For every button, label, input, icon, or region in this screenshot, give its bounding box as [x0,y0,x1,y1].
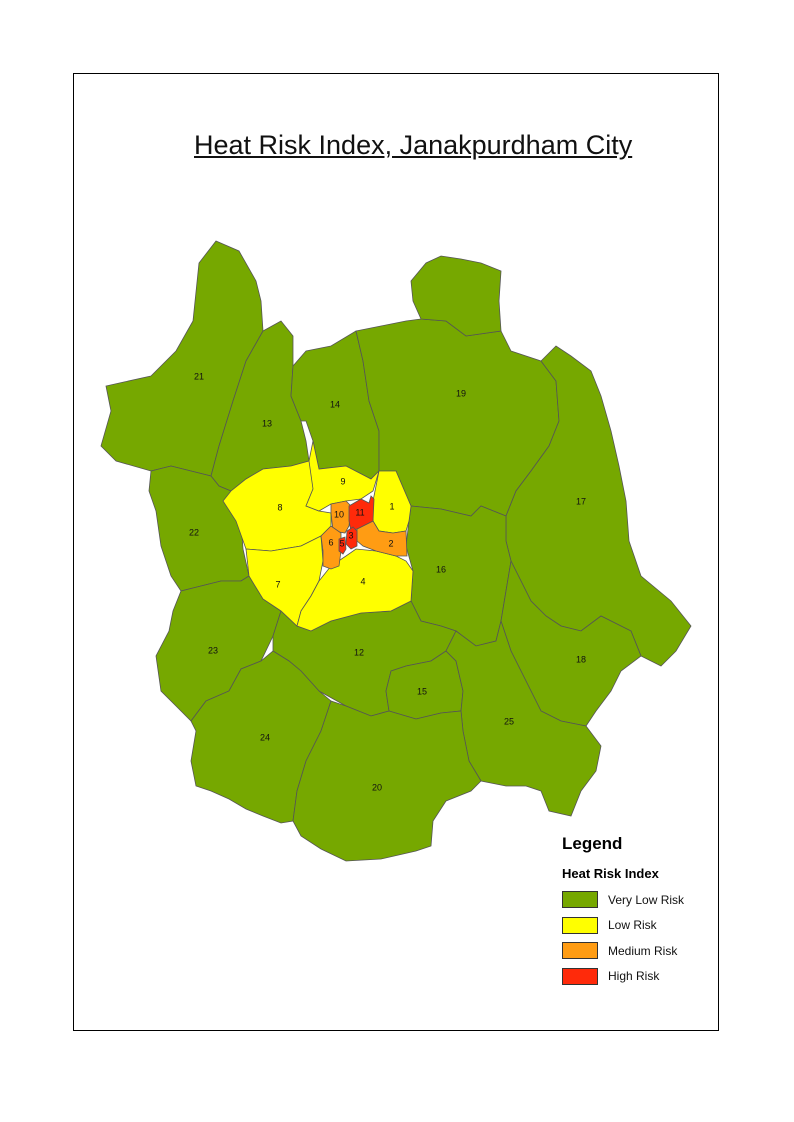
ward-label-4: 4 [360,576,365,586]
ward-label-22: 22 [189,527,199,537]
legend-item-very-low: Very Low Risk [562,887,712,913]
ward-label-17: 17 [576,496,586,506]
map-frame: Heat Risk Index, Janakpurdham City [73,73,719,1031]
ward-label-25: 25 [504,716,514,726]
ward-3 [345,526,358,550]
ward-label-19: 19 [456,388,466,398]
ward-label-1: 1 [389,501,394,511]
legend-item-low: Low Risk [562,913,712,939]
ward-label-20: 20 [372,782,382,792]
ward-label-13: 13 [262,418,272,428]
ward-label-6: 6 [328,537,333,547]
legend-swatch-very-low [562,891,598,909]
legend-swatch-high [562,967,598,985]
ward-label-15: 15 [417,686,427,696]
ward-19-north [410,255,502,337]
ward-6 [320,525,342,570]
legend-swatch-medium [562,942,598,960]
ward-label-10: 10 [334,509,344,519]
ward-label-11: 11 [355,507,364,517]
legend-swatch-low [562,916,598,934]
legend: Legend Heat Risk Index Very Low Risk Low… [562,834,712,989]
legend-item-medium: Medium Risk [562,938,712,964]
legend-label-high: High Risk [608,969,660,984]
ward-9 [305,440,380,512]
ward-4 [296,548,414,632]
legend-item-high: High Risk [562,964,712,990]
ward-label-24: 24 [260,732,270,742]
ward-label-5: 5 [339,538,344,548]
ward-label-14: 14 [330,399,340,409]
ward-label-9: 9 [340,476,345,486]
ward-8 [222,460,332,552]
map-title: Heat Risk Index, Janakpurdham City [194,130,633,160]
ward-label-8: 8 [277,502,282,512]
legend-label-low: Low Risk [608,918,657,933]
legend-subtitle: Heat Risk Index [562,866,659,881]
ward-2 [356,520,408,557]
ward-20 [292,700,482,862]
ward-label-21: 21 [194,371,204,381]
legend-label-medium: Medium Risk [608,943,678,958]
ward-label-7: 7 [275,579,280,589]
legend-label-very-low: Very Low Risk [608,892,685,907]
ward-label-3: 3 [348,530,353,540]
ward-label-16: 16 [436,564,446,574]
ward-10 [330,500,352,534]
ward-label-18: 18 [576,654,586,664]
legend-title: Legend [562,834,623,853]
ward-label-2: 2 [388,538,393,548]
ward-11 [348,495,375,532]
ward-label-23: 23 [208,645,218,655]
ward-5 [338,536,347,555]
ward-label-12: 12 [354,647,364,657]
